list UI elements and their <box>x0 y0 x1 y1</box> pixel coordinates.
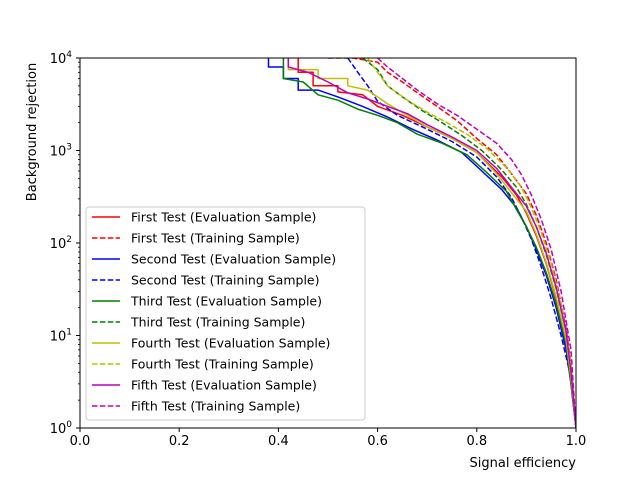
legend-label: First Test (Training Sample) <box>131 231 300 246</box>
legend-items: First Test (Evaluation Sample) First Test… <box>92 210 336 414</box>
y-tick-label: 102 <box>50 235 72 252</box>
legend: First Test (Evaluation Sample) First Test… <box>85 206 366 421</box>
legend-label: Fifth Test (Evaluation Sample) <box>131 378 317 393</box>
y-axis: 100 101 102 103 104 <box>50 50 80 437</box>
series-line-10 <box>377 58 576 428</box>
y-tick-label: 101 <box>50 328 72 345</box>
legend-box <box>85 206 366 421</box>
x-axis: 0.0 0.2 0.4 0.6 0.8 1.0 <box>70 428 587 449</box>
series-line-3 <box>267 58 576 428</box>
legend-label: Second Test (Training Sample) <box>131 273 319 288</box>
y-tick-label: 103 <box>50 143 72 160</box>
y-axis-label: Background rejection <box>25 63 40 201</box>
x-tick-label: 0.0 <box>70 434 91 449</box>
legend-label: Third Test (Evaluation Sample) <box>130 294 322 309</box>
series-line-7 <box>287 58 576 428</box>
y-tick-label: 100 <box>50 420 73 437</box>
series-line-5 <box>282 58 576 428</box>
y-tick-label: 104 <box>50 50 73 67</box>
legend-label: First Test (Evaluation Sample) <box>131 210 316 225</box>
legend-label: Second Test (Evaluation Sample) <box>131 252 336 267</box>
x-tick-label: 0.2 <box>169 434 190 449</box>
legend-label: Fifth Test (Training Sample) <box>131 399 300 414</box>
series-line-9 <box>287 58 576 428</box>
series-layer <box>267 58 576 428</box>
legend-label: Third Test (Training Sample) <box>130 315 305 330</box>
series-line-4 <box>347 58 576 428</box>
x-tick-label: 0.6 <box>367 434 388 449</box>
x-tick-label: 0.4 <box>268 434 289 449</box>
x-tick-label: 1.0 <box>566 434 587 449</box>
x-tick-label: 0.8 <box>466 434 487 449</box>
legend-label: Fourth Test (Evaluation Sample) <box>131 336 330 351</box>
legend-label: Fourth Test (Training Sample) <box>131 357 314 372</box>
x-axis-label: Signal efficiency <box>470 456 577 471</box>
